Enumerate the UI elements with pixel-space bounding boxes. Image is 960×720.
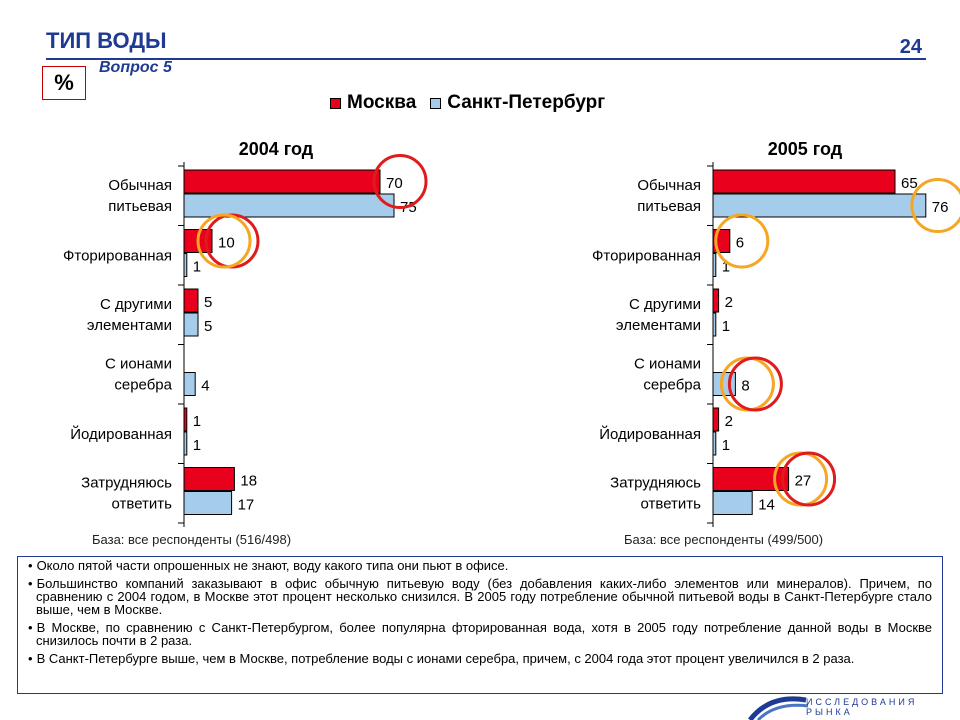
- bar-moscow: [183, 407, 188, 432]
- data-label: 5: [204, 318, 212, 335]
- question-label: Вопрос 5: [99, 59, 172, 76]
- data-label: 6: [736, 235, 744, 252]
- category-label: серебра: [643, 377, 701, 394]
- data-label: 10: [218, 235, 235, 252]
- bar-spb: [183, 491, 233, 515]
- bar-spb: [183, 193, 395, 218]
- category-label: элементами: [616, 317, 701, 334]
- category-label: С ионами: [105, 356, 172, 373]
- category-label: питьевая: [637, 198, 701, 215]
- data-label: 4: [201, 378, 209, 395]
- brand-logo: [748, 696, 809, 720]
- highlight-circle: [196, 213, 252, 269]
- base-note-2005: База: все респонденты (499/500): [624, 532, 824, 547]
- chart-title: 2005 год: [768, 139, 843, 159]
- bar-moscow: [183, 467, 235, 491]
- category-label: Йодированная: [599, 425, 701, 443]
- bar-spb: [183, 431, 188, 456]
- category-label: Затрудняюсь: [610, 475, 701, 492]
- data-label: 17: [238, 497, 255, 514]
- category-label: элементами: [87, 317, 172, 334]
- category-label: Фторированная: [63, 248, 172, 265]
- data-label: 1: [193, 259, 201, 276]
- base-note-2004: База: все респонденты (516/498): [92, 532, 292, 547]
- notes-list: Около пятой части опрошенных не знают, в…: [26, 559, 932, 665]
- data-label: 5: [204, 294, 212, 311]
- bar-moscow: [712, 288, 720, 313]
- note-item: В Санкт-Петербурге выше, чем в Москве, п…: [26, 652, 932, 665]
- highlight-circle: [714, 213, 770, 269]
- unit-label: %: [54, 70, 74, 95]
- chart-title: 2004 год: [239, 139, 314, 159]
- bar-spb: [712, 193, 927, 218]
- data-label: 1: [722, 318, 730, 335]
- category-label: С другими: [629, 296, 701, 313]
- category-label: Фторированная: [592, 248, 701, 265]
- brand-text: ИССЛЕДОВАНИЯ РЫНКА: [806, 697, 918, 717]
- page-title: ТИП ВОДЫ: [46, 28, 167, 53]
- data-label: 2: [725, 413, 733, 430]
- data-label: 18: [240, 473, 257, 490]
- data-label: 8: [741, 378, 749, 395]
- page-number: 24: [899, 36, 922, 58]
- bar-spb: [712, 253, 717, 277]
- data-label: 1: [722, 259, 730, 276]
- bar-moscow: [712, 467, 790, 491]
- note-item: Большинство компаний заказывают в офис о…: [26, 577, 932, 616]
- category-label: ответить: [112, 496, 173, 513]
- category-label: Обычная: [637, 177, 701, 194]
- data-label: 70: [386, 175, 403, 192]
- bar-moscow: [183, 169, 381, 194]
- bar-moscow: [183, 288, 199, 313]
- data-label: 27: [795, 473, 812, 490]
- highlight-circle: [910, 178, 960, 233]
- unit-box: %: [42, 66, 86, 100]
- data-label: 76: [932, 199, 949, 216]
- data-label: 2: [725, 294, 733, 311]
- title-rule: [46, 58, 926, 60]
- bar-spb: [712, 431, 717, 456]
- legend-label-moscow: Москва: [347, 92, 417, 113]
- legend-item-moscow: Москва: [330, 92, 416, 114]
- legend-item-spb: Санкт-Петербург: [430, 92, 605, 114]
- bar-spb: [712, 312, 717, 337]
- notes-box: Около пятой части опрошенных не знают, в…: [17, 556, 943, 694]
- category-label: С ионами: [634, 356, 701, 373]
- data-label: 1: [193, 413, 201, 430]
- bar-moscow: [712, 407, 720, 432]
- note-item: Около пятой части опрошенных не знают, в…: [26, 559, 932, 572]
- bar-spb: [183, 372, 196, 396]
- legend-swatch-spb: [430, 97, 442, 109]
- highlight-circle: [781, 451, 837, 507]
- legend: Москва Санкт-Петербург: [330, 92, 605, 114]
- legend-swatch-moscow: [330, 97, 341, 109]
- category-label: ответить: [641, 496, 702, 513]
- data-label: 65: [901, 175, 918, 192]
- chart-2005: 2005 год Обычная питьевая 65 76 Фторированная…: [592, 139, 960, 527]
- data-label: 14: [758, 497, 775, 514]
- legend-label-spb: Санкт-Петербург: [447, 92, 606, 113]
- data-label: 1: [722, 437, 730, 454]
- bar-spb: [183, 312, 199, 337]
- bar-spb: [183, 253, 188, 277]
- data-label: 1: [193, 437, 201, 454]
- category-label: Обычная: [108, 177, 172, 194]
- note-item: В Москве, по сравнению с Санкт-Петербург…: [26, 621, 932, 647]
- category-label: Затрудняюсь: [81, 475, 172, 492]
- bar-moscow: [712, 169, 896, 194]
- highlight-circle: [727, 356, 783, 412]
- category-label: С другими: [100, 296, 172, 313]
- highlight-circle: [372, 154, 428, 209]
- category-label: питьевая: [108, 198, 172, 215]
- category-label: серебра: [114, 377, 172, 394]
- bar-spb: [712, 491, 753, 515]
- category-label: Йодированная: [70, 425, 172, 443]
- chart-2004: 2004 годОбычнаяпитьевая7075Фторированная…: [63, 139, 428, 527]
